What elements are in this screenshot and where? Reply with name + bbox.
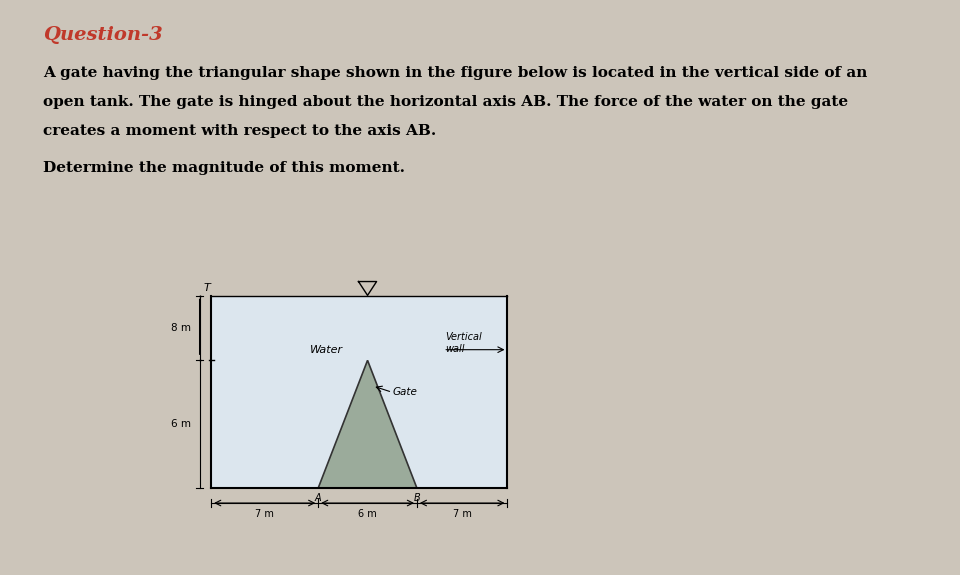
Text: 7 m: 7 m (255, 509, 275, 519)
Text: A gate having the triangular shape shown in the figure below is located in the v: A gate having the triangular shape shown… (43, 66, 868, 80)
Text: Gate: Gate (393, 388, 417, 397)
Text: 6 m: 6 m (358, 509, 377, 519)
Text: Determine the magnitude of this moment.: Determine the magnitude of this moment. (43, 161, 405, 175)
Text: T: T (204, 283, 210, 293)
Text: 8 m: 8 m (172, 323, 191, 334)
Text: Water: Water (310, 344, 343, 355)
Text: B: B (414, 493, 420, 504)
Text: creates a moment with respect to the axis AB.: creates a moment with respect to the axi… (43, 124, 437, 137)
Text: A: A (315, 493, 322, 504)
Polygon shape (318, 361, 417, 488)
Polygon shape (211, 297, 508, 488)
Text: open tank. The gate is hinged about the horizontal axis AB. The force of the wat: open tank. The gate is hinged about the … (43, 95, 849, 109)
Text: 7 m: 7 m (453, 509, 471, 519)
Text: 6 m: 6 m (172, 419, 191, 429)
Text: Question-3: Question-3 (43, 26, 163, 44)
Text: Vertical
wall: Vertical wall (444, 332, 482, 354)
